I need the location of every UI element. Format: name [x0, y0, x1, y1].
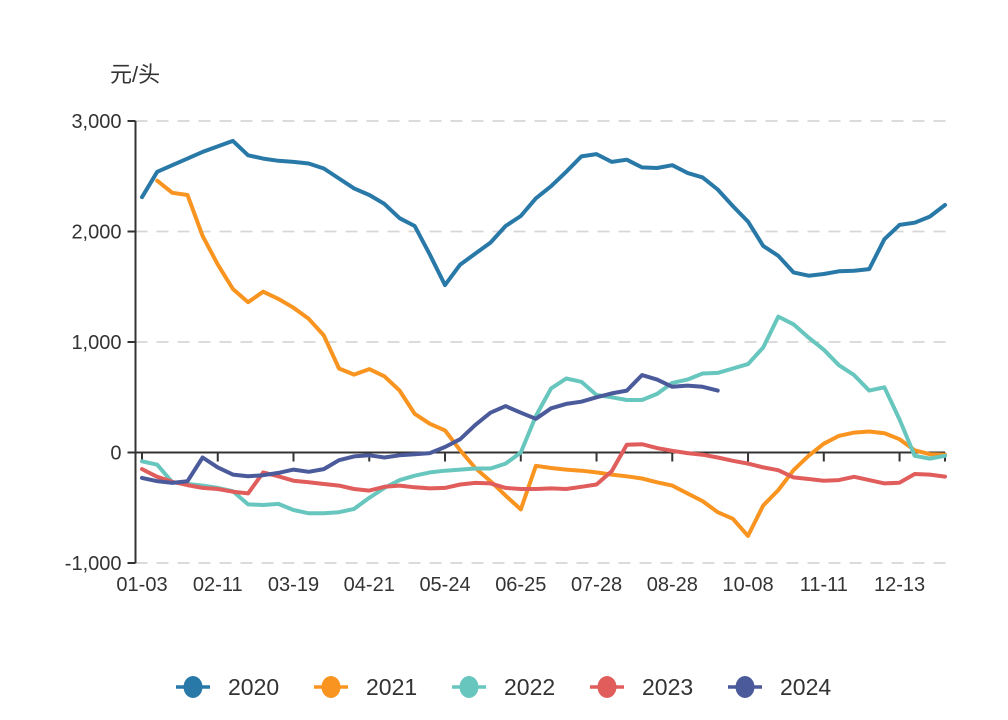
x-tick-label: 08-28	[647, 574, 698, 596]
x-tick-label: 05-24	[419, 574, 470, 596]
legend-dot-marker	[597, 676, 617, 698]
series-line-2022	[140, 314, 947, 516]
x-tick-label: 11-11	[800, 574, 848, 596]
legend-item-2021[interactable]: 2021	[314, 674, 417, 700]
legend-label: 2021	[366, 674, 417, 700]
legend-label: 2022	[504, 674, 555, 700]
y-axis-unit-label: 元/头	[110, 62, 161, 87]
legend-item-2024[interactable]: 2024	[728, 674, 831, 700]
y-tick-label: 2,000	[71, 222, 121, 244]
legend-item-2020[interactable]: 2020	[176, 674, 279, 700]
y-tick-label: 3,000	[71, 111, 121, 133]
legend-dot-marker	[183, 676, 203, 698]
legend-label: 2024	[780, 674, 831, 700]
legend-dot-marker	[735, 676, 755, 698]
x-tick-label: 07-28	[571, 574, 622, 596]
x-tick-label: 04-21	[344, 574, 395, 596]
x-tick-label: 03-19	[268, 574, 319, 596]
x-tick-label: 10-08	[722, 574, 773, 596]
legend-dot-marker	[459, 676, 479, 698]
legend-label: 2020	[228, 674, 279, 700]
legend-item-2022[interactable]: 2022	[452, 674, 555, 700]
series-line-2020	[140, 138, 947, 288]
legend-dot-marker	[321, 676, 341, 698]
series-line-2024	[140, 373, 720, 485]
y-tick-label: 0	[110, 443, 121, 465]
x-tick-label: 02-11	[193, 574, 243, 596]
y-tick-label: 1,000	[71, 332, 121, 354]
legend-label: 2023	[642, 674, 693, 700]
legend-item-2023[interactable]: 2023	[590, 674, 693, 700]
y-tick-label: -1,000	[65, 553, 122, 575]
x-tick-label: 06-25	[495, 574, 546, 596]
x-tick-label: 12-13	[874, 574, 925, 596]
x-tick-label: 01-03	[116, 574, 167, 596]
series-line-2023	[140, 442, 947, 496]
series-line-2021	[155, 178, 947, 538]
